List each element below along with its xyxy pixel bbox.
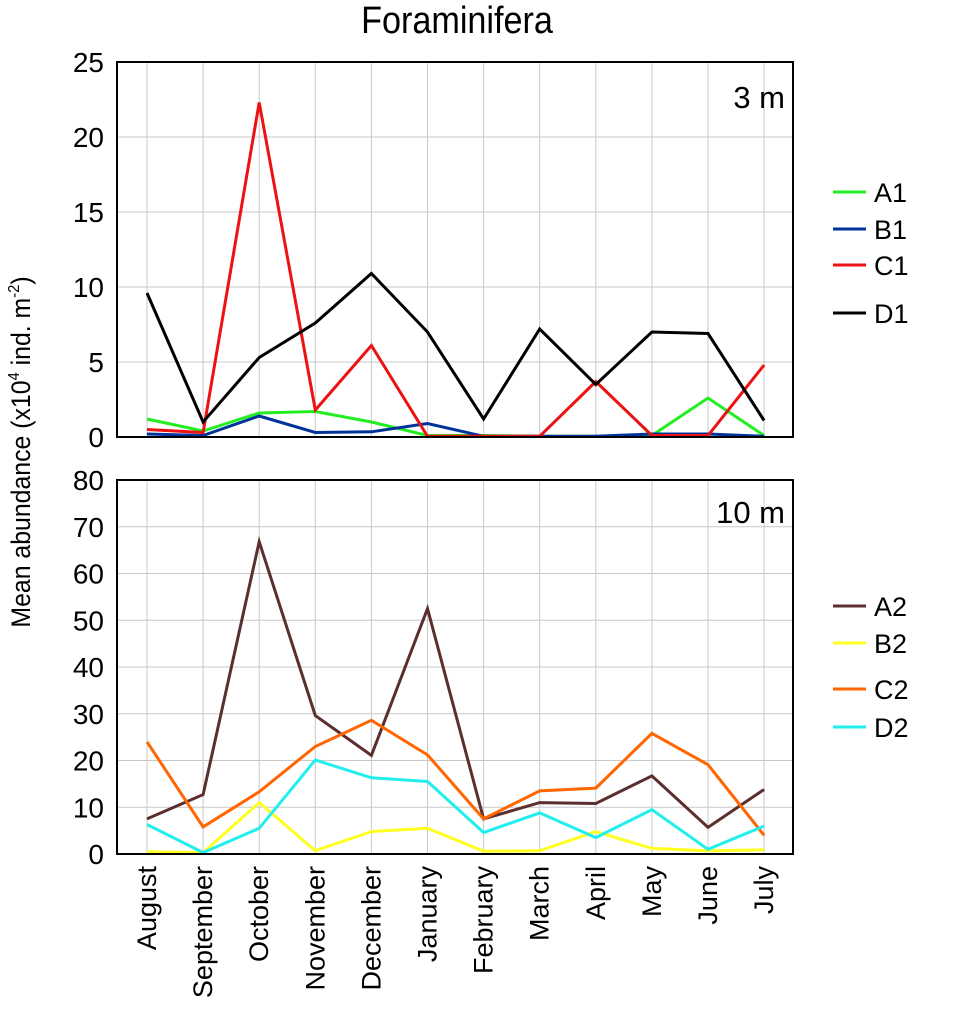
x-tick-label: May xyxy=(637,866,667,918)
x-tick-label: December xyxy=(356,866,386,991)
y-tick-label: 50 xyxy=(73,605,104,636)
panel-2: 0 10 20 30 40 50 60 70 80 10 m A2 B2 C2 D2 August Septe… xyxy=(73,465,909,998)
y-tick-label: 0 xyxy=(88,422,104,453)
x-tick-label: April xyxy=(581,866,611,920)
x-tick-label: August xyxy=(132,866,162,951)
x-tick-label: February xyxy=(469,866,499,975)
legend: A2 B2 C2 D2 xyxy=(833,592,909,743)
y-tick-label: 25 xyxy=(73,47,104,78)
legend-label: C1 xyxy=(874,251,909,281)
y-axis-label: Mean abundance (x104 ind. m-2) xyxy=(5,276,36,627)
y-tick-label: 0 xyxy=(88,839,104,870)
series-line-B2 xyxy=(146,800,765,855)
panel-label: 10 m xyxy=(716,495,785,530)
y-tick-label: 15 xyxy=(73,197,104,228)
panel-label: 3 m xyxy=(733,80,785,115)
x-tick-label: October xyxy=(244,866,274,962)
y-tick-label: 20 xyxy=(73,122,104,153)
x-tick-label: June xyxy=(693,866,723,925)
y-tick-label: 10 xyxy=(73,792,104,823)
y-tick-label: 20 xyxy=(73,746,104,777)
legend-label: B2 xyxy=(874,629,907,659)
x-tick-label: November xyxy=(300,866,330,991)
plot-frame xyxy=(116,479,794,855)
legend-label: A1 xyxy=(874,178,907,208)
chart-title: Foraminifera xyxy=(361,0,554,41)
series-line-D2 xyxy=(146,758,765,855)
y-tick-label: 10 xyxy=(73,272,104,303)
series-line-D1 xyxy=(145,271,766,425)
series-line-C1 xyxy=(146,102,766,438)
x-tick-label: March xyxy=(525,866,555,941)
panel-1: 0 5 10 15 20 25 3 m A1 B1 C1 D1 xyxy=(73,47,909,453)
legend-label: D2 xyxy=(874,713,909,743)
y-tick-label: 5 xyxy=(88,347,104,378)
y-tick-label: 80 xyxy=(73,465,104,496)
y-tick-label: 60 xyxy=(73,559,104,590)
series-line-C2 xyxy=(145,718,766,837)
y-tick-label: 40 xyxy=(73,652,104,683)
x-tick-label: July xyxy=(749,866,779,915)
y-tick-label: 70 xyxy=(73,512,104,543)
legend-label: A2 xyxy=(874,592,907,622)
series-line-A2 xyxy=(146,535,765,830)
legend: A1 B1 C1 D1 xyxy=(833,178,909,329)
x-tick-label: September xyxy=(188,866,218,998)
plot-frame xyxy=(116,61,794,438)
legend-label: D1 xyxy=(874,299,909,329)
y-tick-label: 30 xyxy=(73,699,104,730)
legend-label: C2 xyxy=(874,675,909,705)
legend-label: B1 xyxy=(874,215,907,245)
x-tick-label: January xyxy=(413,866,443,963)
